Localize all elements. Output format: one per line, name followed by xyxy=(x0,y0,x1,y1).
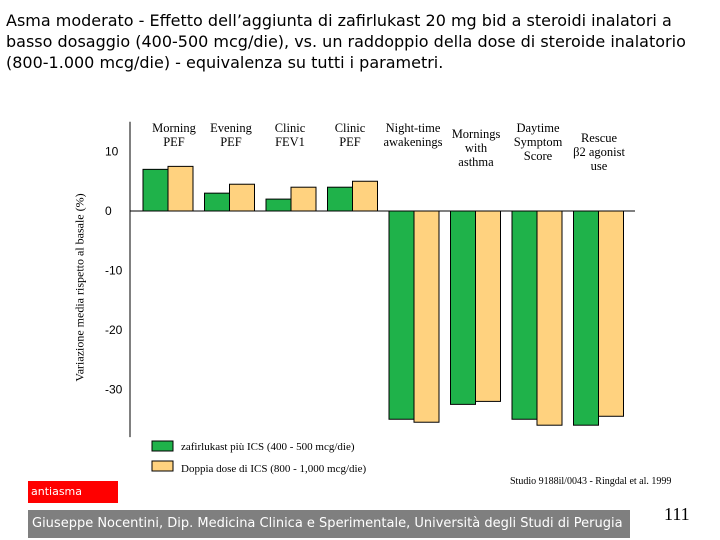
bar-series2-cat4 xyxy=(352,180,378,212)
y-tick-label: -10 xyxy=(105,264,123,278)
category-label-6: Mornings with asthma xyxy=(431,127,521,169)
category-label-line: FEV1 xyxy=(275,135,305,149)
y-tick-label: -20 xyxy=(105,323,123,337)
category-label-2: Evening PEF xyxy=(186,121,276,149)
source-citation: Studio 9188il/0043 - Ringdal et al. 1999 xyxy=(510,476,672,487)
y-tick-labels: 10 0 -10 -20 -30 xyxy=(105,145,123,397)
bar-series1-cat3 xyxy=(265,198,292,212)
category-label-line: PEF xyxy=(220,135,242,149)
legend-swatch-series-2 xyxy=(151,460,174,472)
bar-series2-cat3 xyxy=(290,186,317,212)
category-label-line: use xyxy=(590,159,608,173)
bar-series2-cat5 xyxy=(413,210,440,423)
bar-series1-cat7 xyxy=(511,210,538,420)
slide-title: Asma moderato - Effetto dell’aggiunta di… xyxy=(6,11,686,72)
page-number: 111 xyxy=(664,504,690,524)
bar-series2-cat2 xyxy=(229,183,255,212)
bar-series1-cat2 xyxy=(204,192,230,212)
legend-label-series-1: zafirlukast più ICS (400 - 500 mcg/die) xyxy=(181,441,355,453)
topic-badge: antiasma xyxy=(28,481,118,503)
legend-label-series-2: Doppia dose di ICS (800 - 1,000 mcg/die) xyxy=(181,463,367,475)
legend-swatches xyxy=(151,440,174,472)
category-label-line: awakenings xyxy=(383,135,443,149)
axes-group xyxy=(129,121,635,438)
category-label-line: PEF xyxy=(163,135,185,149)
footer-author: Giuseppe Nocentini, Dip. Medicina Clinic… xyxy=(28,510,630,538)
category-label-5: Night-time awakenings xyxy=(368,121,458,149)
category-label-line: β2 agonist xyxy=(573,145,625,159)
y-axis-label: Variazione media rispetto al basale (%) xyxy=(72,193,87,382)
y-tick-label: 10 xyxy=(105,145,119,159)
category-label-line: Night-time xyxy=(385,121,441,135)
category-label-line: PEF xyxy=(339,135,361,149)
y-tick-label: 0 xyxy=(105,204,112,218)
category-label-1: Morning PEF xyxy=(129,121,219,149)
bar-series2-cat6 xyxy=(475,210,501,402)
category-label-line: Score xyxy=(523,149,553,163)
category-label-line: Daytime xyxy=(516,121,560,135)
bar-series1-cat1 xyxy=(142,168,169,212)
category-label-line: Evening xyxy=(210,121,252,135)
category-label-line: with xyxy=(464,141,488,155)
bar-series1-cat4 xyxy=(327,186,353,212)
category-label-line: Morning xyxy=(152,121,196,135)
bar-series2-cat1 xyxy=(167,165,194,212)
category-label-line: Clinic xyxy=(334,121,366,135)
legend-swatch-series-1 xyxy=(151,440,174,452)
bar-series2-cat7 xyxy=(536,210,563,426)
bar-series1-cat8 xyxy=(573,210,599,426)
category-label-line: Symptom xyxy=(513,135,563,149)
category-label-line: Mornings xyxy=(451,127,501,141)
category-label-4: Clinic PEF xyxy=(305,121,395,149)
category-label-line: Rescue xyxy=(580,131,618,145)
bar-series1-cat6 xyxy=(450,210,476,405)
category-label-3: Clinic FEV1 xyxy=(245,121,335,149)
bar-series2-cat8 xyxy=(598,210,624,417)
bars-group xyxy=(142,165,624,426)
category-label-8: Rescue β2 agonist use xyxy=(554,131,644,173)
bar-series1-cat5 xyxy=(388,210,415,420)
category-label-line: asthma xyxy=(458,155,494,169)
category-label-line: Clinic xyxy=(274,121,306,135)
y-tick-label: -30 xyxy=(105,383,123,397)
category-label-7: Daytime Symptom Score xyxy=(493,121,583,163)
